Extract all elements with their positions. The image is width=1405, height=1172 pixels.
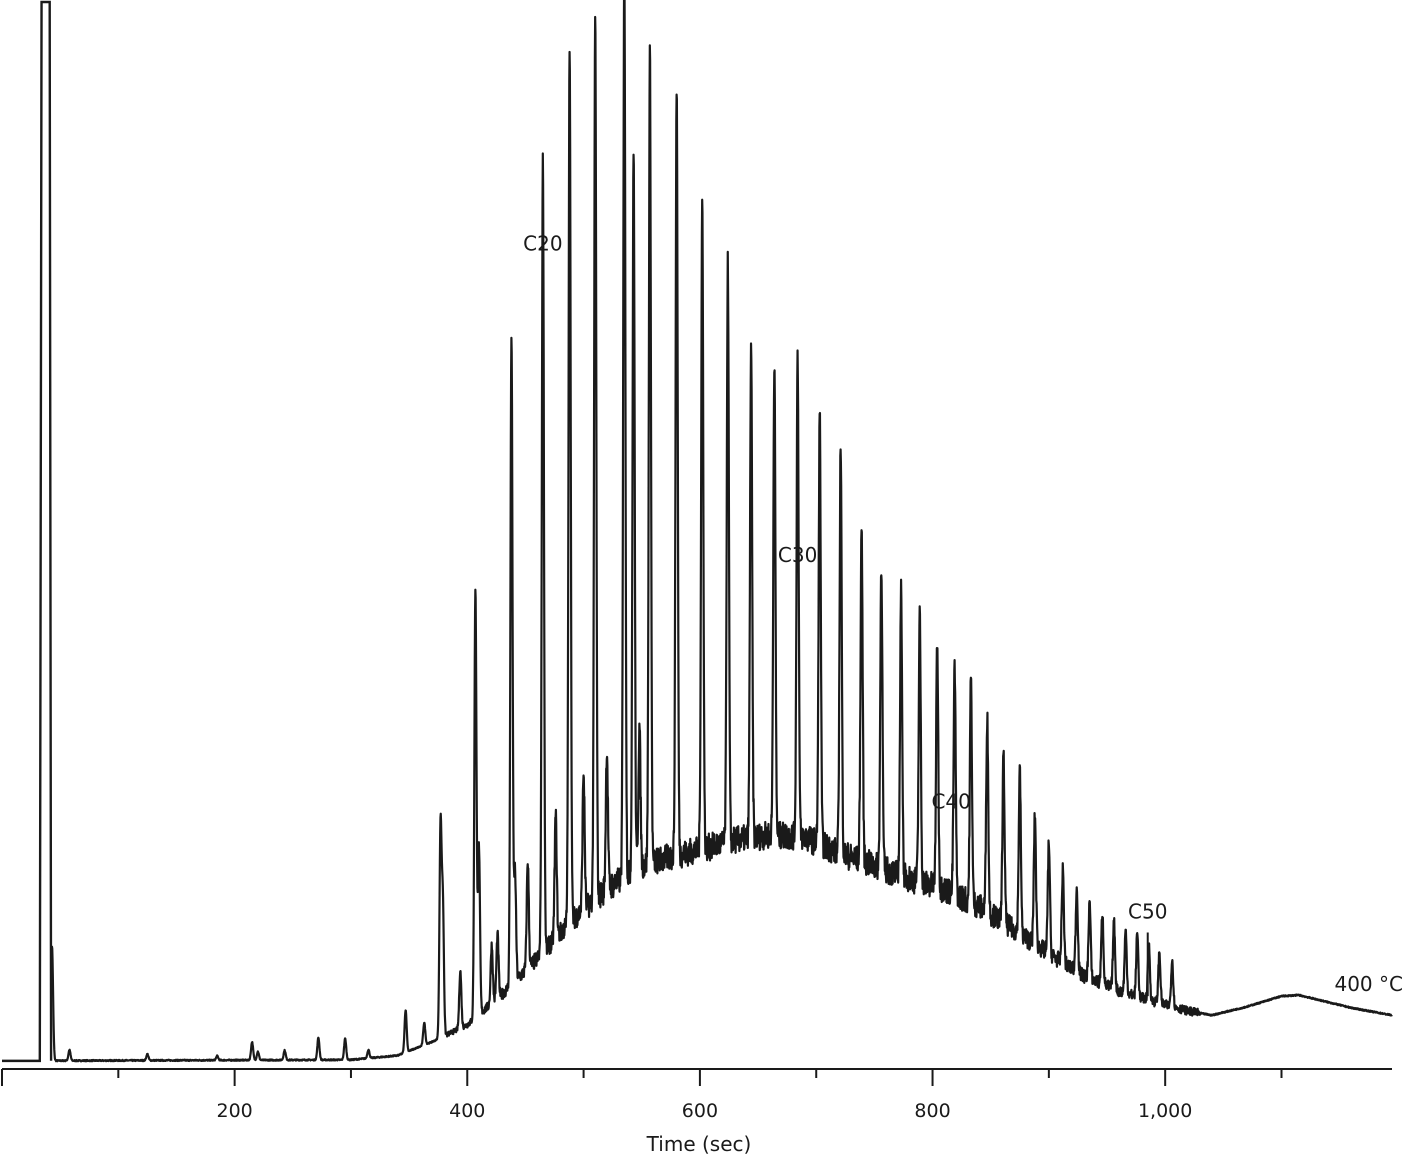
chromatogram-trace (49, 0, 1393, 1063)
x-axis-title: Time (sec) (646, 1132, 752, 1156)
peak-label: C50 (1128, 900, 1167, 924)
solvent-peak (2, 0, 53, 1063)
x-tick-label: 400 (449, 1100, 485, 1122)
peak-label: 400 °C (1334, 972, 1403, 996)
x-axis: 200 400 600 800 1,000 (1, 1068, 1392, 1122)
x-tick-label: 1,000 (1138, 1100, 1192, 1122)
peak-label: C30 (778, 543, 817, 567)
peak-label: C40 (931, 789, 970, 813)
trace-layer (2, 0, 1393, 1063)
peak-annotations: C20 C30 C40 C50 400 °C (523, 231, 1403, 997)
peak-label: C20 (523, 231, 562, 255)
x-tick-label: 600 (682, 1100, 718, 1122)
x-tick-label: 800 (914, 1100, 950, 1122)
x-tick-label: 200 (217, 1100, 253, 1122)
